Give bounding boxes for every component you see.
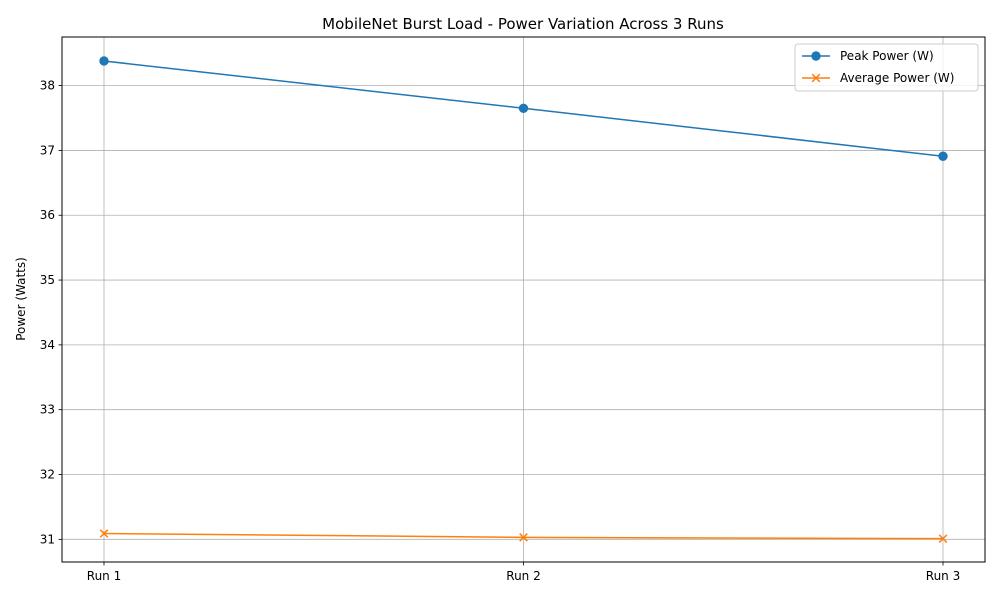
x-tick-label: Run 2 [506,569,540,583]
y-tick-label: 37 [40,143,55,157]
x-tick-label: Run 3 [926,569,960,583]
y-tick-label: 36 [40,208,55,222]
legend-box [794,43,979,92]
y-tick-label: 34 [40,338,55,352]
legend-marker-1 [811,51,821,61]
y-tick-label: 32 [40,468,55,482]
x-tick-label: Run 1 [87,569,121,583]
axis-ticks: Run 1 Run 2 Run 3 31 32 33 34 35 36 37 38 [40,79,961,583]
chart-title: MobileNet Burst Load - Power Variation A… [322,15,724,33]
legend: Peak Power (W) Average Power (W) [794,43,979,92]
data-point-series-2 [938,534,948,543]
legend-label-2: Average Power (W) [840,71,954,85]
data-point-series-2 [99,529,109,538]
data-point-series-1 [938,151,948,161]
y-tick-label: 38 [40,79,55,93]
y-tick-label: 31 [40,532,55,546]
legend-label-1: Peak Power (W) [840,49,934,63]
y-tick-label: 35 [40,273,55,287]
legend-marker-2 [811,73,821,83]
series [99,56,948,543]
y-tick-label: 33 [40,403,55,417]
y-axis-label: Power (Watts) [14,257,28,341]
data-point-series-1 [99,56,109,66]
data-point-series-1 [518,103,529,113]
data-point-series-2 [519,533,528,542]
